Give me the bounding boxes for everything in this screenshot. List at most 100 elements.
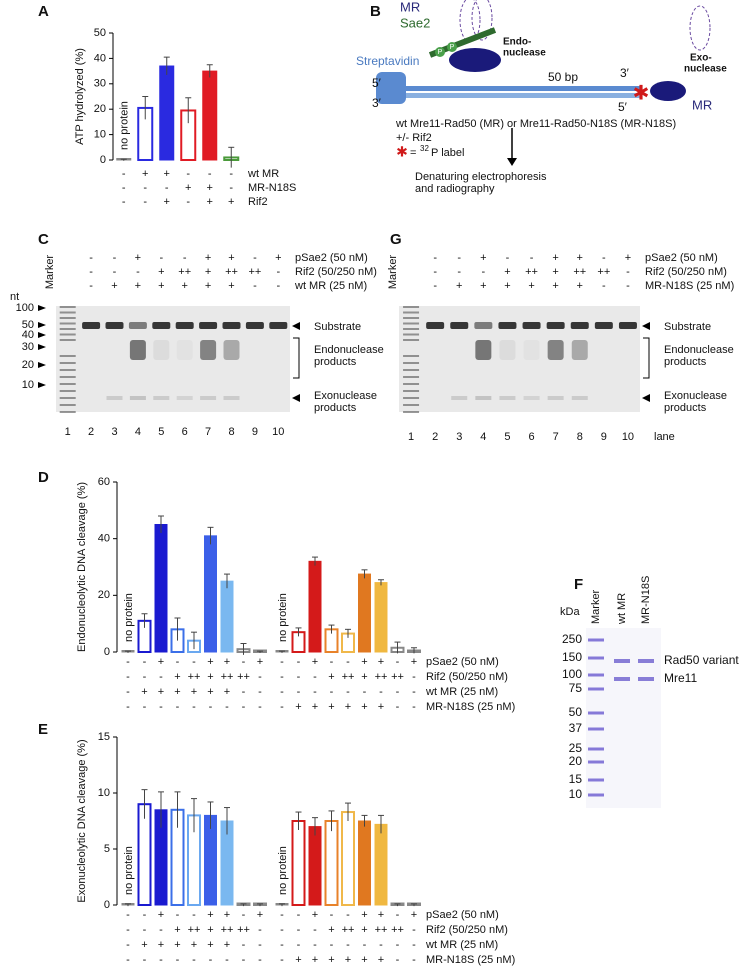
bracket bbox=[643, 337, 650, 379]
condition-mark: + bbox=[207, 939, 213, 951]
band-label: Substrate bbox=[314, 321, 361, 333]
band-label: Substrate bbox=[664, 321, 711, 333]
lane-number: 3 bbox=[111, 426, 117, 438]
condition-mark: + bbox=[295, 701, 301, 713]
condition-mark: ++ bbox=[178, 266, 191, 278]
marker-label: Marker bbox=[387, 255, 399, 290]
condition-mark: - bbox=[192, 701, 196, 713]
condition-mark: - bbox=[126, 686, 130, 698]
band-arrow bbox=[642, 322, 650, 330]
sae2: Sae2 bbox=[400, 15, 430, 30]
condition-mark: + bbox=[205, 280, 211, 292]
condition-mark: - bbox=[346, 686, 350, 698]
size-label: 50 bbox=[22, 319, 34, 331]
y-axis-label: Exonucleolytic DNA cleavage (%) bbox=[76, 739, 88, 902]
condition-mark: - bbox=[297, 671, 301, 683]
condition-mark: + bbox=[312, 954, 318, 966]
mr-coil bbox=[689, 5, 711, 51]
substrate-band bbox=[522, 322, 541, 329]
exo-band bbox=[106, 396, 123, 400]
ladder-band bbox=[59, 322, 76, 325]
condition-mark: - bbox=[89, 280, 93, 292]
substrate-band bbox=[426, 322, 445, 329]
exo-label: Exo- bbox=[690, 53, 712, 64]
condition-mark: - bbox=[396, 686, 400, 698]
size-arrow bbox=[38, 322, 46, 328]
size-label: 37 bbox=[569, 721, 583, 735]
condition-mark: - bbox=[143, 701, 147, 713]
dna-top bbox=[406, 86, 642, 91]
condition-mark: - bbox=[143, 656, 147, 668]
size-label: 30 bbox=[22, 341, 34, 353]
substrate-band bbox=[618, 322, 637, 329]
condition-mark: - bbox=[242, 686, 246, 698]
band-arrow bbox=[292, 322, 300, 330]
exo-band bbox=[223, 396, 240, 400]
condition-mark: + bbox=[361, 909, 367, 921]
condition-mark: + bbox=[378, 656, 384, 668]
condition-mark: + bbox=[504, 266, 510, 278]
lane-number: 6 bbox=[528, 431, 534, 443]
condition-mark: - bbox=[176, 909, 180, 921]
y-tick-label: 30 bbox=[94, 78, 106, 90]
condition-mark: - bbox=[176, 954, 180, 966]
lane-number: 5 bbox=[158, 426, 164, 438]
endo-band bbox=[129, 340, 146, 360]
lane-label: Marker bbox=[590, 589, 602, 624]
condition-mark: - bbox=[313, 671, 317, 683]
ladder-band bbox=[403, 411, 420, 413]
condition-mark: - bbox=[602, 252, 606, 264]
bracket bbox=[293, 337, 300, 379]
band-label: Exonuclease products bbox=[314, 390, 377, 414]
condition-mark: - bbox=[412, 924, 416, 936]
ladder-band bbox=[403, 328, 420, 330]
substrate-band bbox=[450, 322, 469, 329]
endo-band bbox=[177, 340, 193, 360]
lane-number: 1 bbox=[408, 431, 414, 443]
condition-mark: + bbox=[345, 954, 351, 966]
condition-mark: - bbox=[330, 909, 334, 921]
condition-mark: - bbox=[143, 924, 147, 936]
size-label: 150 bbox=[562, 650, 582, 664]
condition-mark: - bbox=[412, 954, 416, 966]
annotation: no protein bbox=[119, 101, 131, 150]
condition-mark: - bbox=[122, 182, 126, 194]
condition-mark: - bbox=[143, 909, 147, 921]
endo-band bbox=[547, 340, 564, 360]
bar bbox=[324, 820, 339, 906]
ladder-band bbox=[59, 362, 76, 364]
bar bbox=[341, 811, 355, 906]
lane-number: 8 bbox=[228, 426, 234, 438]
ladder-band bbox=[403, 397, 420, 399]
condition-mark: - bbox=[126, 701, 130, 713]
ladder-band bbox=[588, 727, 604, 731]
y-tick-label: 20 bbox=[94, 103, 106, 115]
lane-label: wt MR bbox=[616, 593, 628, 625]
size-label: 20 bbox=[22, 359, 34, 371]
band-label: Endonuclease products bbox=[314, 344, 384, 368]
phospho bbox=[435, 47, 445, 57]
ladder-band bbox=[59, 328, 76, 330]
condition-mark: ++ bbox=[391, 671, 404, 683]
condition-mark: + bbox=[625, 252, 631, 264]
condition-mark: - bbox=[457, 266, 461, 278]
condition-mark: - bbox=[280, 686, 284, 698]
condition-mark: - bbox=[330, 686, 334, 698]
endo-band bbox=[200, 340, 217, 360]
condition-mark: - bbox=[89, 266, 93, 278]
panel-letter: B bbox=[370, 3, 381, 20]
ladder-band bbox=[59, 355, 76, 357]
condition-mark: - bbox=[253, 280, 257, 292]
condition-mark: - bbox=[276, 280, 280, 292]
y-tick-label: 20 bbox=[98, 589, 110, 601]
condition-mark: - bbox=[165, 182, 169, 194]
condition-mark: - bbox=[457, 252, 461, 264]
condition-mark: + bbox=[456, 280, 462, 292]
condition-mark: + bbox=[207, 196, 213, 208]
lane-number: 9 bbox=[252, 426, 258, 438]
ladder-band bbox=[403, 317, 420, 319]
condition-mark: - bbox=[626, 280, 630, 292]
condition-mark: + bbox=[328, 671, 334, 683]
condition-mark: + bbox=[361, 924, 367, 936]
